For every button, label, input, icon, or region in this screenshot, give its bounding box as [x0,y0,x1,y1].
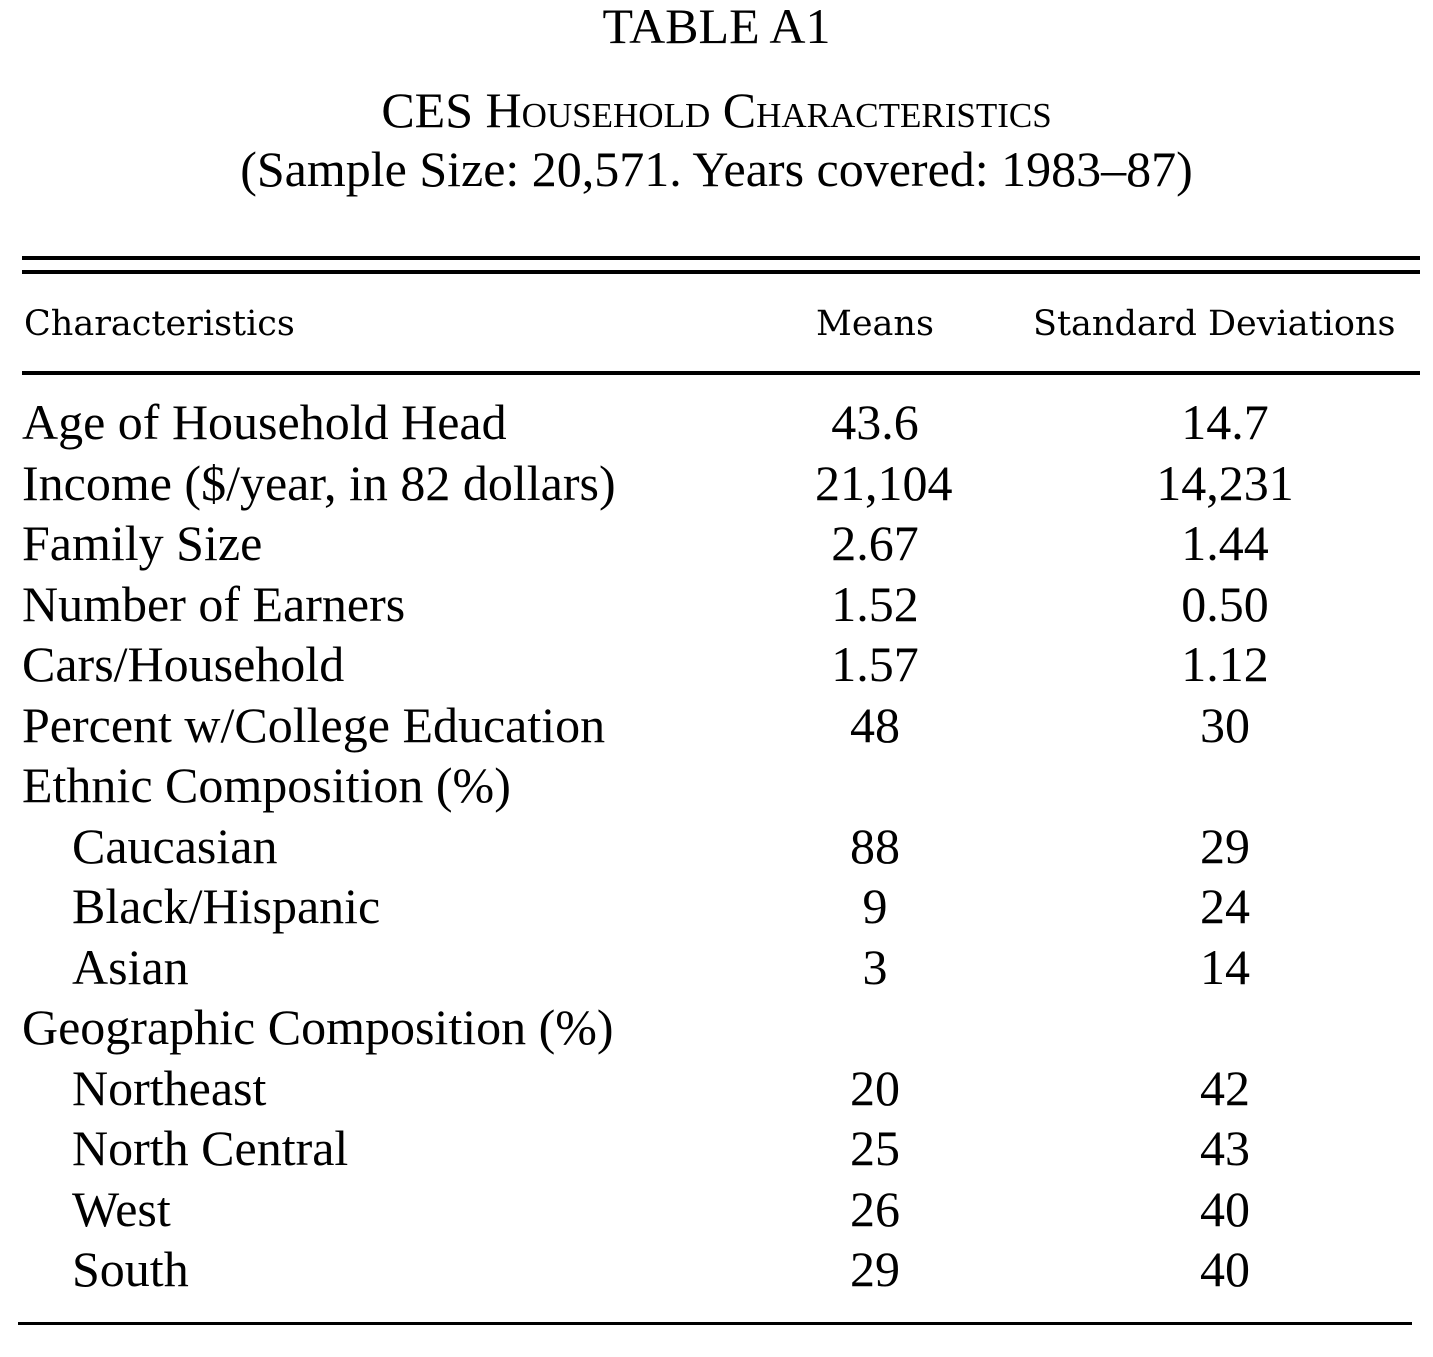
row-standard-deviation: 40 [1200,1180,1250,1237]
table-row: West 26 40 [0,1179,1433,1240]
row-label: Black/Hispanic [72,878,381,934]
row-standard-deviation: 1.44 [1181,515,1269,571]
row-label: Caucasian [72,817,278,874]
row-mean: 1.57 [831,636,919,692]
row-label: Age of Household Head [22,394,507,450]
table-row: North Central 25 43 [0,1118,1433,1179]
column-header-means: Means [816,304,934,344]
table-row: Family Size 2.67 1.44 [0,513,1433,574]
row-mean: 9 [862,878,888,934]
table-row: South 29 40 [0,1239,1433,1300]
row-standard-deviation: 1.12 [1181,636,1269,692]
row-label: South [72,1241,189,1297]
row-mean: 88 [850,817,900,874]
row-mean: 2.67 [831,515,919,571]
table-row: Income ($/year, in 82 dollars) 21,104 14,2… [0,453,1433,514]
table-row: Ethnic Composition (%) [0,755,1433,816]
column-header-characteristics: Characteristics [24,304,295,344]
row-standard-deviation: 40 [1200,1241,1250,1297]
row-label: Northeast [72,1059,267,1116]
row-mean: 3 [862,938,888,995]
row-label: Ethnic Composition (%) [22,757,511,813]
table-row: Asian 3 14 [0,937,1433,998]
row-standard-deviation: 24 [1200,878,1250,934]
row-label: Number of Earners [22,575,406,632]
table-top-rule-1 [22,256,1420,260]
row-label: Cars/Household [22,636,345,692]
table-top-rule-2 [22,270,1420,274]
row-label: North Central [72,1120,349,1176]
row-mean: 26 [850,1180,900,1237]
row-standard-deviation: 43 [1200,1120,1250,1176]
table-body: Age of Household Head 43.6 14.7 Income ($/y… [0,392,1433,1300]
row-mean: 48 [850,696,900,753]
row-mean: 25 [850,1120,900,1176]
table-row: Number of Earners 1.52 0.50 [0,574,1433,635]
table-row: Geographic Composition (%) [0,997,1433,1058]
row-standard-deviation: 14.7 [1181,394,1269,450]
table-row: Percent w/College Education 48 30 [0,695,1433,756]
row-label: Asian [72,938,189,995]
row-label: West [72,1180,171,1237]
row-label: Income ($/year, in 82 dollars) [22,454,616,511]
table-bottom-rule [18,1322,1412,1325]
row-standard-deviation: 14,231 [1156,454,1294,511]
table-title: TABLE A1 [602,0,831,54]
column-header-standard-deviations: Standard Deviations [1033,304,1396,344]
table-sample-note: (Sample Size: 20,571. Years covered: 198… [240,141,1193,197]
row-mean: 20 [850,1059,900,1116]
row-mean: 43.6 [831,394,919,450]
row-standard-deviation: 42 [1200,1059,1250,1116]
row-standard-deviation: 0.50 [1181,575,1269,632]
row-standard-deviation: 29 [1200,817,1250,874]
row-mean: 1.52 [831,575,919,632]
row-mean: 21,104 [815,454,953,511]
row-standard-deviation: 14 [1200,938,1250,995]
row-label: Percent w/College Education [22,696,606,753]
table-row: Caucasian 88 29 [0,816,1433,877]
table-row: Age of Household Head 43.6 14.7 [0,392,1433,453]
row-label: Family Size [22,515,263,571]
table-header-rule [22,371,1420,375]
table-row: Cars/Household 1.57 1.12 [0,634,1433,695]
table-subtitle: CES Household Characteristics [381,82,1052,138]
table-row: Northeast 20 42 [0,1058,1433,1119]
row-label: Geographic Composition (%) [22,999,614,1055]
row-mean: 29 [850,1241,900,1297]
row-standard-deviation: 30 [1200,696,1250,753]
table-row: Black/Hispanic 9 24 [0,876,1433,937]
